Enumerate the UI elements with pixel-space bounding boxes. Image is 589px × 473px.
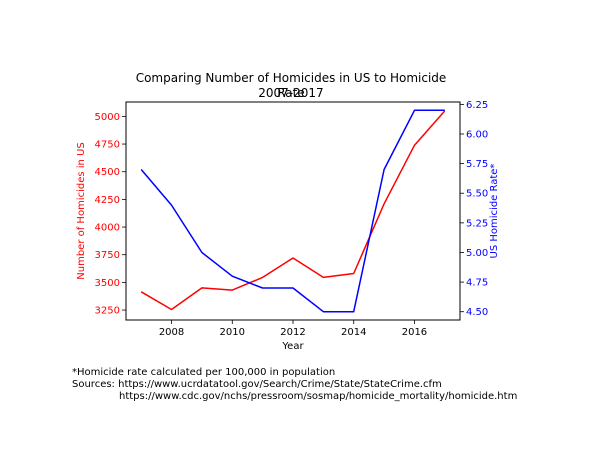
homicide-rate-line [140, 109, 445, 313]
source-line-2: https://www.cdc.gov/nchs/pressroom/sosma… [119, 391, 518, 402]
right-y-tick-label: 4.75 [466, 278, 488, 289]
x-tick-label: 2008 [159, 327, 184, 338]
source-line-1: Sources: https://www.ucrdatatool.gov/Sea… [72, 379, 442, 390]
homicides-count-line [140, 110, 446, 311]
left-y-tick-label: 4000 [95, 223, 120, 234]
left-y-tick-label: 5000 [95, 112, 120, 123]
left-y-tick-label: 3750 [95, 250, 120, 261]
chart-subtitle: 2007-2017 [258, 86, 324, 100]
left-y-tick-label: 4750 [95, 140, 120, 151]
left-y-tick-label: 4250 [95, 195, 120, 206]
right-y-tick-label: 5.25 [466, 218, 488, 229]
right-y-tick-label: 5.00 [466, 248, 488, 259]
right-y-tick-label: 6.00 [466, 129, 488, 140]
left-y-tick-label: 3500 [95, 278, 120, 289]
right-y-tick-label: 5.75 [466, 159, 488, 170]
x-tick-label: 2012 [280, 327, 305, 338]
right-y-axis-label: US Homicide Rate* [489, 164, 500, 259]
right-y-tick-label: 5.50 [466, 189, 488, 200]
x-tick-label: 2016 [402, 327, 427, 338]
x-tick-label: 2010 [220, 327, 245, 338]
chart-title: Comparing Number of Homicides in US to H… [135, 71, 447, 100]
left-y-tick-label: 4500 [95, 167, 120, 178]
footnote: *Homicide rate calculated per 100,000 in… [72, 367, 336, 378]
right-y-tick-label: 4.50 [466, 307, 488, 318]
x-tick-label: 2014 [341, 327, 366, 338]
x-axis-label: Year [281, 341, 304, 352]
left-y-axis-label: Number of Homicides in US [76, 142, 87, 279]
left-y-tick-label: 3250 [95, 306, 120, 317]
right-y-tick-label: 6.25 [466, 100, 488, 111]
